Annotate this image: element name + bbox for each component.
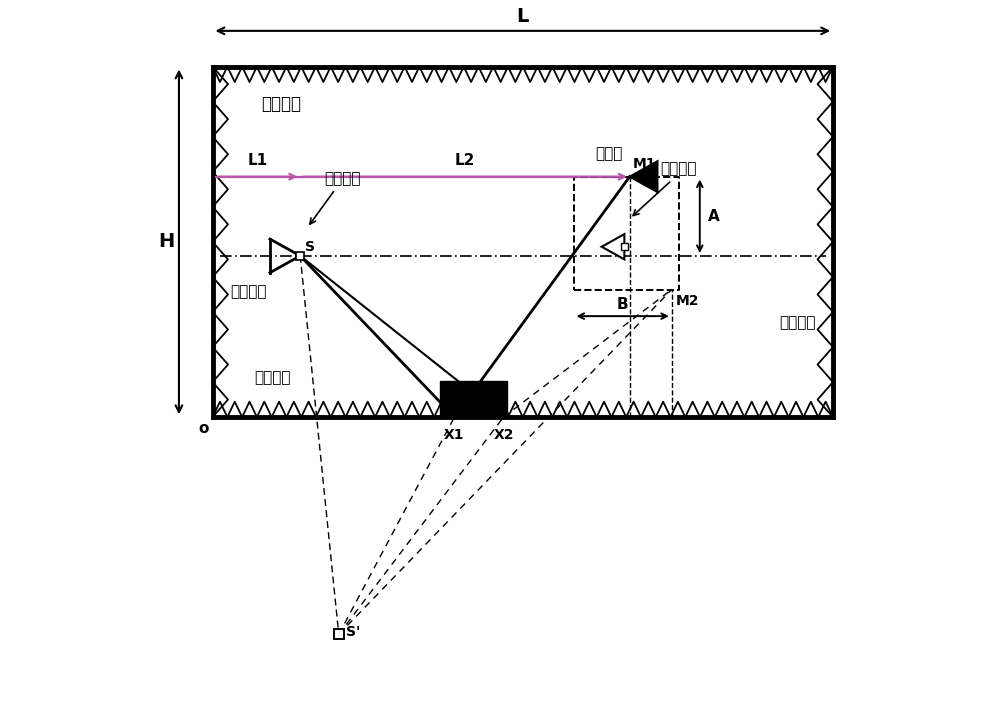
Text: 暗室前墙: 暗室前墙 bbox=[230, 284, 267, 299]
Text: o: o bbox=[199, 421, 209, 435]
Text: 暗室地面: 暗室地面 bbox=[255, 371, 291, 386]
Bar bbox=[296, 252, 304, 260]
Text: B: B bbox=[617, 297, 628, 311]
Text: L1: L1 bbox=[248, 153, 268, 168]
Text: 待测天线: 待测天线 bbox=[661, 162, 697, 177]
Text: M1: M1 bbox=[633, 157, 657, 171]
Bar bbox=[621, 243, 628, 250]
Text: L2: L2 bbox=[455, 153, 475, 168]
Text: H: H bbox=[158, 232, 174, 252]
Text: A: A bbox=[708, 209, 720, 224]
Text: 暗室屋顶: 暗室屋顶 bbox=[262, 95, 302, 113]
Text: L: L bbox=[516, 7, 529, 26]
Text: S: S bbox=[305, 240, 315, 254]
Text: M2: M2 bbox=[676, 294, 699, 308]
Text: 暗室后墙: 暗室后墙 bbox=[779, 315, 815, 330]
Text: 测试区: 测试区 bbox=[595, 147, 622, 161]
Polygon shape bbox=[630, 161, 657, 192]
Text: S': S' bbox=[346, 625, 360, 639]
Text: X1: X1 bbox=[444, 428, 465, 442]
Polygon shape bbox=[440, 381, 507, 417]
Text: X2: X2 bbox=[493, 428, 514, 442]
Text: 发射天线: 发射天线 bbox=[324, 171, 361, 186]
Polygon shape bbox=[602, 234, 624, 259]
Bar bbox=[334, 629, 344, 639]
